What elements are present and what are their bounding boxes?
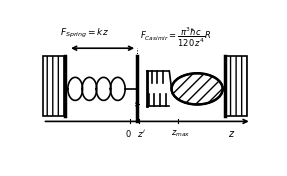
Text: $0$: $0$ xyxy=(125,128,131,139)
Circle shape xyxy=(172,73,223,105)
Bar xyxy=(42,56,65,116)
Bar xyxy=(225,56,247,116)
Text: $z_{max}$: $z_{max}$ xyxy=(171,128,190,139)
Text: $z'$: $z'$ xyxy=(137,128,146,139)
Text: $z$: $z$ xyxy=(228,129,235,139)
Text: $F_{Spring} = kz$: $F_{Spring} = kz$ xyxy=(60,27,109,40)
Text: $F_{Casimir} {=} \dfrac{\pi^3 \hbar c}{120\, z^4} R$: $F_{Casimir} {=} \dfrac{\pi^3 \hbar c}{1… xyxy=(140,26,212,49)
